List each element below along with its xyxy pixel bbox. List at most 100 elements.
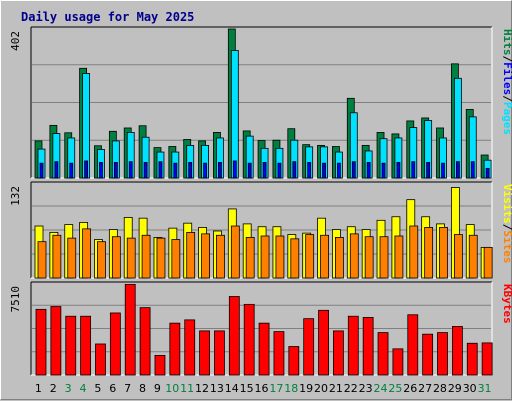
bar-kbytes-day-1	[35, 308, 47, 376]
legend-slash: /	[501, 95, 512, 102]
day-label-20: 20	[314, 382, 328, 395]
bar-kbytes-day-23	[362, 317, 374, 376]
bar-sites-day-16	[260, 235, 270, 279]
bar-pages-day-6	[113, 162, 118, 179]
bar-kbytes-day-30	[466, 342, 478, 376]
bar-kbytes-day-29	[451, 326, 463, 376]
chart-title: Daily usage for May 2025	[21, 10, 194, 24]
bar-pages-day-23	[366, 162, 371, 179]
bar-kbytes-day-8	[139, 307, 151, 376]
bar-kbytes-day-10	[169, 322, 181, 376]
bar-sites-day-13	[216, 234, 225, 279]
bar-kbytes-day-16	[258, 322, 270, 376]
y-axis-max-label: 7510	[9, 286, 22, 313]
day-label-7: 7	[124, 382, 131, 395]
bar-kbytes-day-31	[481, 342, 493, 376]
bar-kbytes-day-6	[109, 312, 121, 376]
day-label-30: 30	[463, 382, 477, 395]
bar-pages-day-27	[426, 162, 431, 179]
bar-kbytes-day-27	[422, 333, 434, 376]
bar-sites-day-7	[126, 237, 136, 279]
bar-sites-day-27	[424, 227, 434, 279]
day-label-16: 16	[255, 382, 269, 395]
bar-kbytes-day-20	[318, 309, 329, 376]
bar-sites-day-9	[156, 237, 166, 279]
bar-kbytes-day-24	[377, 332, 389, 376]
y-axis-max-label: 402	[9, 31, 22, 51]
day-label-31: 31	[478, 382, 492, 395]
bar-sites-day-6	[111, 236, 121, 279]
day-label-26: 26	[403, 382, 417, 395]
legend-hits: Hits	[501, 29, 512, 56]
bar-pages-day-18	[292, 161, 297, 179]
bar-sites-day-3	[67, 237, 77, 279]
bar-sites-day-8	[141, 234, 151, 279]
bar-sites-day-23	[364, 236, 374, 279]
day-label-6: 6	[109, 382, 116, 395]
bar-sites-day-29	[453, 234, 463, 279]
bar-sites-day-4	[82, 228, 92, 279]
bar-sites-day-11	[186, 232, 196, 279]
bar-sites-day-19	[305, 234, 315, 279]
bar-pages-day-5	[99, 162, 103, 179]
panel-kbytes: 7510 KBytes	[9, 281, 512, 376]
legend-label-kbytes: KBytes	[501, 284, 512, 324]
bar-pages-day-1	[39, 162, 44, 179]
day-label-14: 14	[225, 382, 239, 395]
bar-pages-day-11	[188, 162, 193, 179]
bar-sites-day-22	[349, 233, 359, 279]
bar-files-day-14	[230, 50, 239, 179]
day-label-22: 22	[344, 382, 358, 395]
bar-pages-day-14	[232, 160, 237, 179]
bar-sites-day-2	[52, 234, 62, 279]
bar-sites-day-31	[483, 246, 493, 279]
day-label-3: 3	[65, 382, 72, 395]
day-label-18: 18	[284, 382, 298, 395]
legend-label-sites_visits: Visits/Sites	[501, 184, 512, 264]
day-label-29: 29	[448, 382, 462, 395]
bar-kbytes-day-17	[273, 331, 285, 376]
bar-kbytes-day-26	[407, 314, 419, 376]
bar-pages-day-30	[470, 161, 475, 179]
bar-pages-day-19	[307, 162, 312, 179]
bar-kbytes-day-9	[154, 354, 166, 376]
bar-sites-day-12	[201, 233, 210, 279]
day-label-23: 23	[359, 382, 373, 395]
bar-pages-day-25	[396, 162, 401, 179]
bar-sites-day-14	[230, 225, 240, 279]
bar-kbytes-day-28	[437, 332, 448, 376]
bar-sites-day-5	[97, 241, 106, 279]
bar-kbytes-day-14	[228, 296, 240, 376]
bar-kbytes-day-2	[50, 306, 62, 376]
bar-sites-day-21	[335, 237, 344, 279]
bar-pages-day-26	[411, 161, 416, 179]
bar-pages-day-4	[84, 160, 89, 179]
bar-kbytes-day-11	[184, 319, 196, 376]
bar-kbytes-day-22	[347, 315, 359, 376]
bar-sites-day-20	[320, 234, 329, 279]
bar-pages-day-7	[128, 161, 133, 179]
legend-sites: Sites	[501, 230, 512, 263]
bar-kbytes-day-15	[243, 303, 255, 376]
bar-sites-day-10	[171, 239, 181, 279]
bar-pages-day-9	[158, 161, 163, 179]
day-label-2: 2	[50, 382, 57, 395]
day-label-24: 24	[373, 382, 387, 395]
bar-sites-day-17	[275, 235, 285, 279]
bar-kbytes-day-19	[303, 318, 315, 376]
bar-pages-day-28	[441, 162, 445, 179]
bar-pages-day-13	[218, 162, 222, 179]
bar-kbytes-day-13	[214, 330, 225, 376]
legend-label-hits_files: Hits/Files/Pages	[501, 29, 512, 135]
bar-sites-day-15	[245, 237, 255, 279]
bar-sites-day-28	[439, 227, 448, 279]
bar-kbytes-day-21	[333, 330, 344, 376]
day-label-12: 12	[195, 382, 209, 395]
bar-pages-day-15	[247, 162, 252, 179]
y-axis-max-label: 132	[9, 186, 22, 206]
legend-visits: Visits	[501, 184, 512, 224]
bar-pages-day-17	[277, 162, 282, 179]
